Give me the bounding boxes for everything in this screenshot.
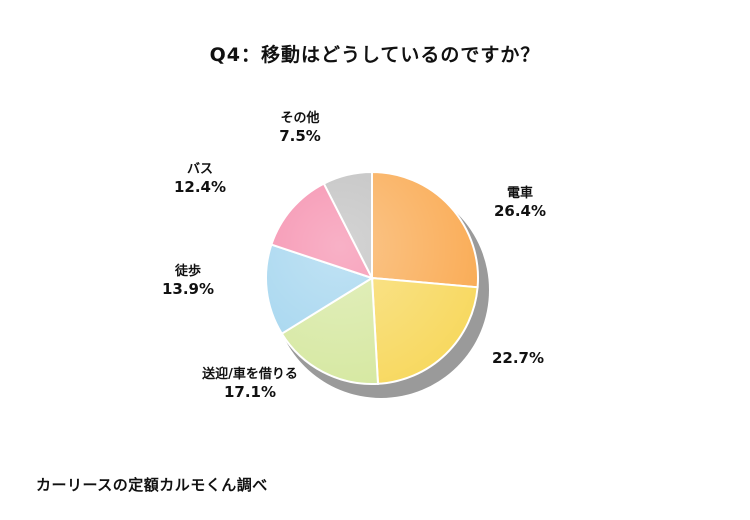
chart-title: Q4：移動はどうしているのですか？ <box>209 44 541 66</box>
pie-slice <box>370 276 479 385</box>
slice-category-label: バス <box>187 162 213 177</box>
pie-slice <box>371 170 479 289</box>
slice-value-label: 17.1% <box>224 383 276 401</box>
slice-value-label: 22.7% <box>492 349 544 367</box>
source-note: カーリースの定額カルモくん調べ <box>36 476 268 494</box>
slice-value-label: 7.5% <box>279 127 321 145</box>
slice-value-label: 26.4% <box>494 202 546 220</box>
slice-category-label: その他 <box>280 110 319 126</box>
slice-value-label: 12.4% <box>174 178 226 196</box>
slice-category-label: 送迎/車を借りる <box>201 366 298 382</box>
slice-category-label: 電車 <box>507 185 533 201</box>
slice-category-label: 徒歩 <box>174 263 201 279</box>
slice-value-label: 13.9% <box>162 280 214 298</box>
